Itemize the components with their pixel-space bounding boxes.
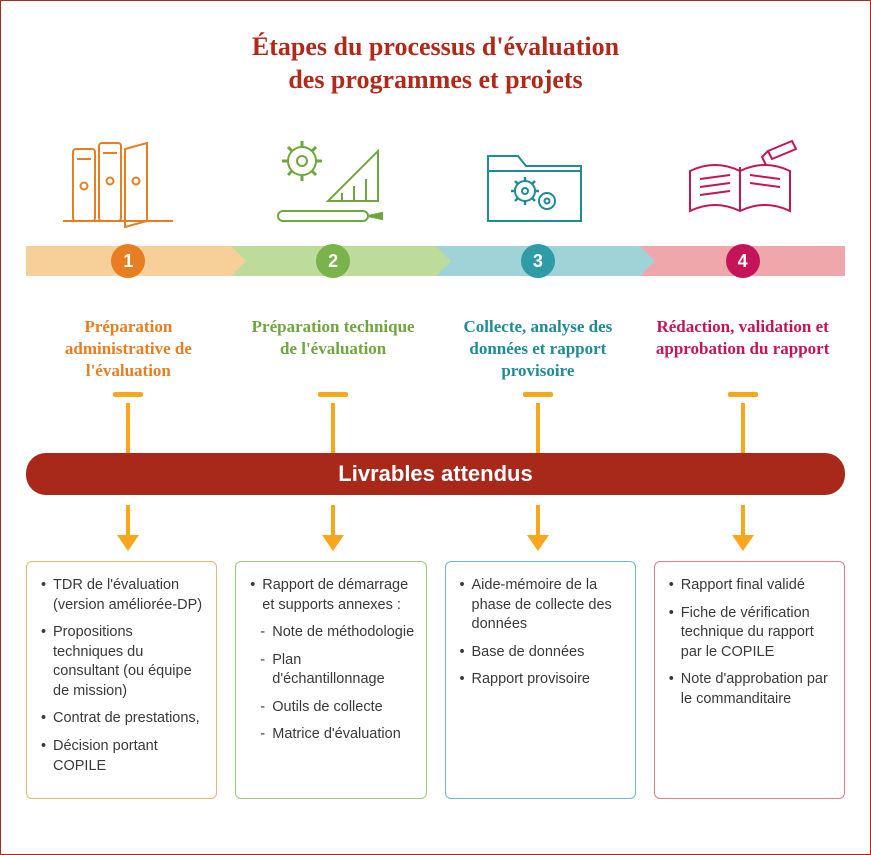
deliverable-item: Aide-mémoire de la phase de collecte des… [460,576,625,635]
chevron-step-2: 2 [231,246,436,276]
binders-icon [28,131,228,231]
title-line-2: des programmes et projets [288,65,582,94]
deliverables-box-2: Rapport de démarrage et supports annexes… [235,561,426,799]
connector-line [436,403,641,453]
step-title-3: Collecte, analyse des données et rapport… [448,316,629,386]
arrow-stem [640,505,845,535]
gear-ruler-icon [233,131,433,231]
deliverable-item: Plan d'échantillonnage [250,651,415,690]
deliverable-item: Contrat de prestations, [41,709,206,729]
connector-line [640,403,845,453]
step-title-col-1: Préparation administrative de l'évaluati… [26,316,231,386]
arrow-stem [436,505,641,535]
deliverable-item: Rapport final validé [669,576,834,596]
deliverable-item: Matrice d'évaluation [250,725,415,745]
deliverables-bar: Livrables attendus [26,453,845,495]
step-title-col-2: Préparation technique de l'évaluation [231,316,436,386]
icons-row [26,121,845,231]
deliverables-box-4: Rapport final validé Fiche de vérificatio… [654,561,845,799]
arrow-head [640,535,845,551]
connector-top-row [26,392,845,397]
step-number-1: 1 [111,244,145,278]
deliverable-item: Base de données [460,643,625,663]
arrow-head [436,535,641,551]
connector-cap [231,392,436,397]
arrow-head [231,535,436,551]
step-title-col-3: Collecte, analyse des données et rapport… [436,316,641,386]
deliverables-box-3: Aide-mémoire de la phase de collecte des… [445,561,636,799]
deliverable-item: Rapport provisoire [460,670,625,690]
arrow-head [26,535,231,551]
arrow-stem [26,505,231,535]
deliverable-item: Fiche de vérification technique du rappo… [669,604,834,663]
step-number-3: 3 [521,244,555,278]
chevron-step-1: 1 [26,246,231,276]
connector-cap [640,392,845,397]
deliverables-box-1: TDR de l'évaluation (version améliorée-D… [26,561,217,799]
step-title-4: Rédaction, validation et approbation du … [652,316,833,386]
step-title-1: Préparation administrative de l'évaluati… [38,316,219,386]
deliverable-item: Rapport de démarrage et supports annexes… [250,576,415,615]
arrow-stems-row [26,505,845,535]
folder-gears-icon [438,131,638,231]
book-pencil-icon [643,131,843,231]
deliverable-item: Propositions techniques du consultant (o… [41,623,206,701]
chevron-row: 1 2 3 4 [26,246,845,276]
deliverable-item: TDR de l'évaluation (version améliorée-D… [41,576,206,615]
deliverable-item: Outils de collecte [250,698,415,718]
arrow-stem [231,505,436,535]
page-title: Étapes du processus d'évaluation des pro… [26,31,845,96]
chevron-step-3: 3 [436,246,641,276]
step-number-2: 2 [316,244,350,278]
step-title-2: Préparation technique de l'évaluation [243,316,424,386]
connector-cap [436,392,641,397]
arrow-heads-row [26,535,845,551]
step-number-4: 4 [726,244,760,278]
deliverable-item: Note d'approbation par le commanditaire [669,670,834,709]
deliverable-boxes-row: TDR de l'évaluation (version améliorée-D… [26,561,845,799]
connector-cap [26,392,231,397]
step-titles-row: Préparation administrative de l'évaluati… [26,316,845,386]
connector-line [26,403,231,453]
deliverable-item: Note de méthodologie [250,623,415,643]
connector-lines-row [26,403,845,453]
deliverable-item: Décision portant COPILE [41,737,206,776]
chevron-step-4: 4 [640,246,845,276]
step-title-col-4: Rédaction, validation et approbation du … [640,316,845,386]
title-line-1: Étapes du processus d'évaluation [252,32,619,61]
connector-line [231,403,436,453]
